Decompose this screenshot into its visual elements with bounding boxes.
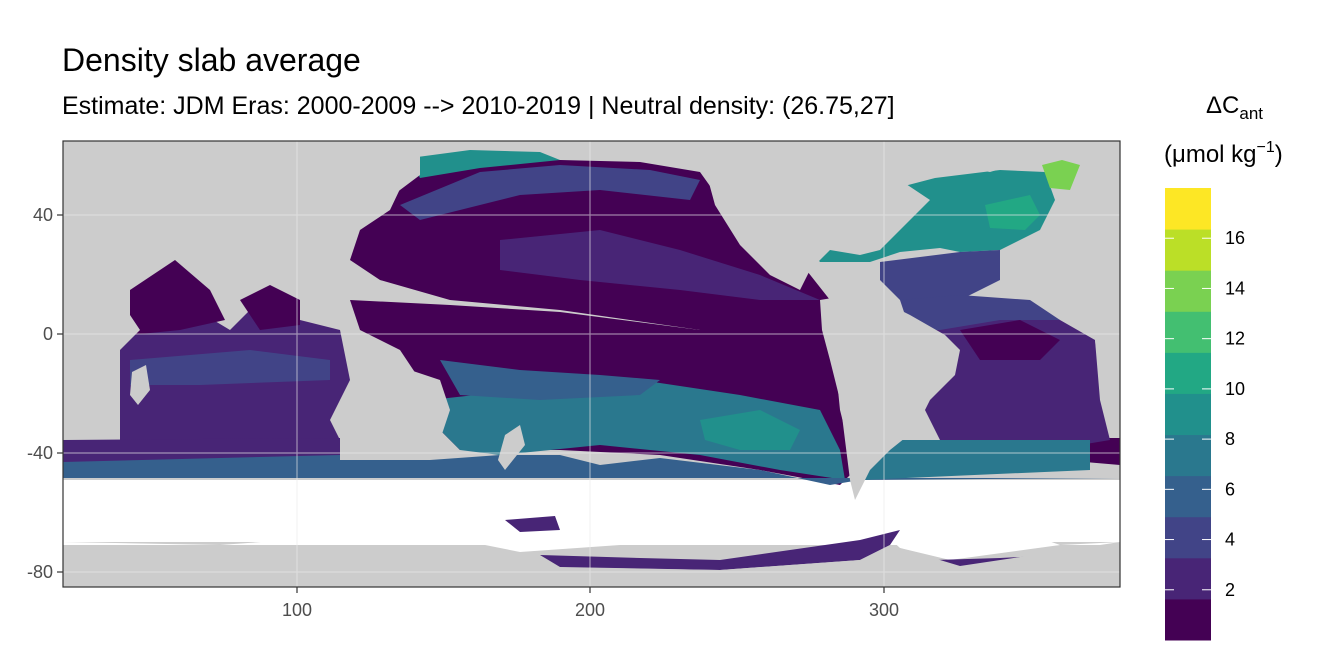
legend-units-pre: (μmol kg [1164, 141, 1257, 168]
weddell-gap [870, 520, 1060, 560]
legend-units-post: ) [1275, 141, 1283, 168]
legend-units: (μmol kg−1) [1164, 139, 1283, 168]
south-atlantic-margin [900, 295, 1060, 330]
legend-color-bin [1165, 516, 1211, 559]
legend-tick-label: 12 [1225, 329, 1245, 349]
legend-tick-label: 2 [1225, 580, 1235, 600]
legend-color-bin [1165, 393, 1211, 436]
legend-color-bin [1165, 311, 1211, 353]
y-tick-label: -40 [27, 443, 53, 463]
north-atlantic-core [985, 195, 1040, 230]
legend-tick-label: 16 [1225, 228, 1245, 248]
panel-border [62, 140, 1121, 588]
legend-tick-label: 4 [1225, 530, 1235, 550]
legend-title-main: ΔC [1206, 92, 1239, 119]
x-tick-label: 200 [575, 600, 605, 620]
south-pacific-region [430, 380, 845, 480]
y-tick-label: 40 [33, 205, 53, 225]
legend-colorbar [1165, 188, 1211, 641]
madagascar-land [130, 365, 150, 405]
greenland-land [940, 141, 1040, 172]
y-tick-label: -80 [27, 562, 53, 582]
south-atlantic-south-band [860, 440, 1090, 480]
legend-ticks: 2 4 6 8 10 12 14 16 [1165, 228, 1245, 600]
x-tick-label: 100 [282, 600, 312, 620]
legend-tick-label: 8 [1225, 429, 1235, 449]
africa-land [63, 300, 140, 430]
y-tick-label: 0 [43, 324, 53, 344]
arabian-sea-region [130, 260, 225, 335]
australia-land [340, 370, 450, 445]
legend-color-bin [1165, 229, 1211, 271]
subtropical-pacific-band [500, 230, 820, 300]
central-atlantic-region [880, 250, 1000, 300]
new-zealand-land [498, 425, 525, 470]
legend-title: ΔCant [1206, 92, 1263, 123]
legend-tick-label: 10 [1225, 379, 1245, 399]
legend-color-bin [1165, 598, 1211, 641]
south-america-land [820, 295, 960, 500]
amundsen-patch [540, 530, 900, 570]
legend-color-bin [1165, 475, 1211, 518]
north-america-land [700, 150, 930, 290]
chart-title: Density slab average [62, 42, 361, 78]
ross-gap [440, 518, 720, 552]
south-pacific-core [700, 410, 800, 450]
antarctica-land [63, 542, 1120, 587]
major-gridlines [63, 141, 1120, 587]
legend-color-bin [1165, 557, 1211, 600]
legend-tick-label: 14 [1225, 278, 1245, 298]
labrador-highlight [1042, 160, 1080, 190]
legend-color-bin [1165, 188, 1211, 230]
southern-dark-strip [63, 438, 340, 462]
ross-sea-patch [505, 516, 560, 532]
africa-land-east [1090, 300, 1120, 430]
north-pacific-margin [400, 165, 700, 220]
south-atlantic-core [960, 320, 1060, 360]
y-axis: 40 0 -40 -80 [27, 205, 63, 582]
legend-color-bin [1165, 270, 1211, 312]
legend-units-sup: −1 [1257, 139, 1275, 156]
bay-of-bengal-region [240, 285, 300, 330]
atlantic-southern-strip [1085, 438, 1120, 465]
x-tick-label: 300 [869, 600, 899, 620]
legend-color-bin [1165, 352, 1211, 394]
eurasia-land [63, 141, 420, 295]
map-panel [62, 140, 1121, 588]
indian-subtropical-band [130, 350, 330, 385]
legend-color-bin [1165, 434, 1211, 477]
legend-title-sub: ant [1239, 104, 1263, 123]
x-axis: 100 200 300 [282, 587, 899, 620]
legend-tick-label: 6 [1225, 479, 1235, 499]
south-pacific-margin [440, 360, 660, 400]
color-legend: ΔCant (μmol kg−1) 2 4 6 8 10 12 14 16 [1164, 92, 1283, 641]
bering-region [410, 150, 560, 178]
chart-subtitle: Estimate: JDM Eras: 2000-2009 --> 2010-2… [62, 92, 895, 120]
